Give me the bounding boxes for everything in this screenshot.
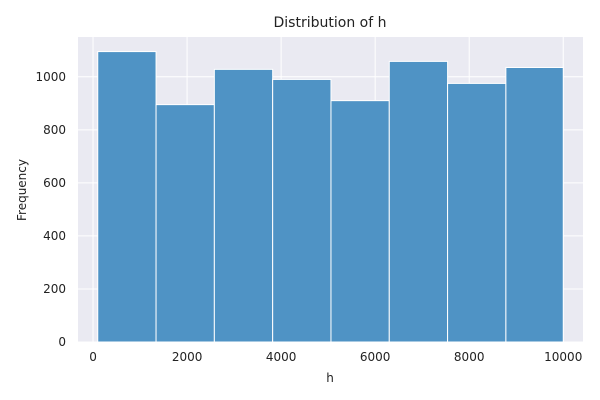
y-tick-label: 400 (43, 229, 66, 243)
chart-title: Distribution of h (274, 15, 387, 31)
y-axis-ticks: 0 200 400 600 800 1000 (35, 70, 66, 349)
histogram-bar-4 (272, 78, 332, 343)
y-tick-label: 200 (43, 282, 66, 296)
x-axis-ticks: 0 2000 4000 6000 8000 10000 (89, 350, 582, 364)
x-tick-label: 10000 (544, 350, 582, 364)
histogram-bar-6 (388, 60, 449, 343)
histogram-bar-7 (447, 82, 507, 343)
y-tick-label: 800 (43, 123, 66, 137)
x-tick-label: 4000 (266, 350, 297, 364)
histogram-bar-2 (155, 104, 215, 343)
y-tick-label: 600 (43, 176, 66, 190)
y-axis-label: Frequency (15, 159, 29, 221)
x-tick-label: 8000 (454, 350, 485, 364)
histogram-bar-1 (97, 51, 157, 343)
x-axis-label: h (326, 371, 334, 385)
histogram-bar-3 (213, 68, 274, 343)
x-tick-label: 0 (89, 350, 97, 364)
bars (97, 51, 564, 343)
x-tick-label: 2000 (172, 350, 203, 364)
y-tick-label: 0 (58, 335, 66, 349)
histogram-bar-5 (330, 100, 390, 343)
histogram-bar-8 (505, 67, 564, 343)
x-tick-label: 6000 (360, 350, 391, 364)
y-tick-label: 1000 (35, 70, 66, 84)
